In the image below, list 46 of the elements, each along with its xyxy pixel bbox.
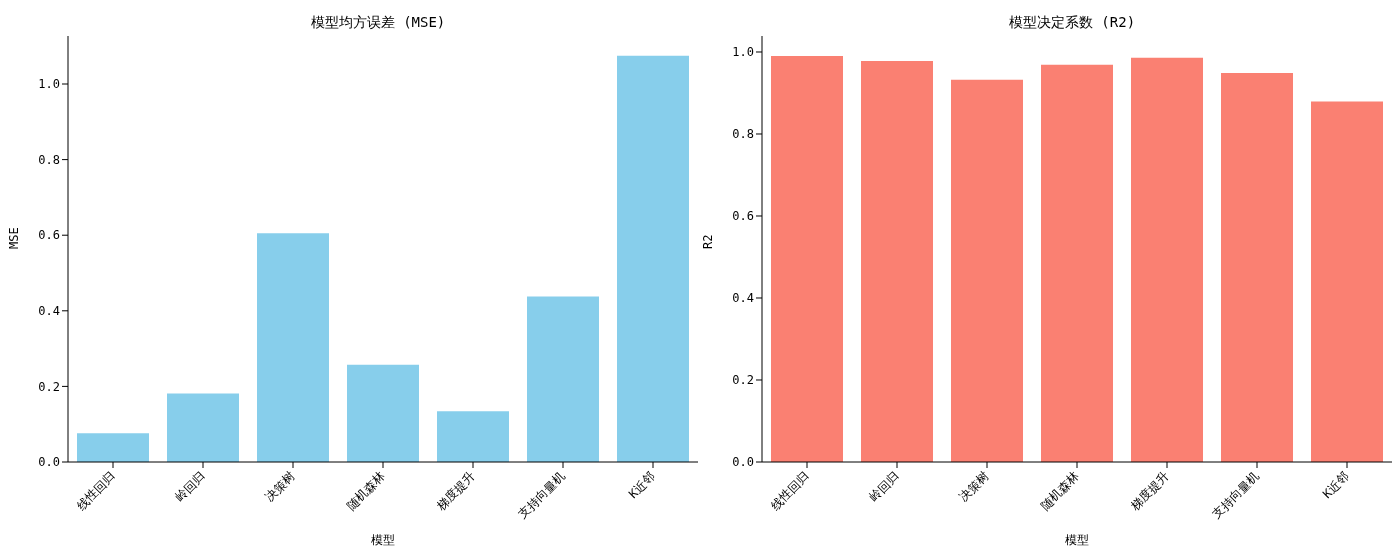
- x-tick-label: 岭回归: [172, 469, 208, 505]
- y-tick-label: 0.4: [732, 291, 754, 306]
- x-tick-label: 线性回归: [768, 469, 812, 513]
- bar: [771, 56, 843, 462]
- y-tick-label: 0.6: [732, 209, 754, 224]
- y-axis-title: MSE: [7, 227, 22, 249]
- bar: [1041, 64, 1113, 462]
- x-tick-label: 支持向量机: [515, 469, 568, 522]
- y-tick-label: 0.4: [38, 304, 60, 319]
- chart-title: 模型决定系数 (R2): [1007, 14, 1137, 32]
- y-tick-label: 0.6: [38, 228, 60, 243]
- bar: [527, 296, 599, 462]
- x-tick-label: K近邻: [1319, 469, 1352, 502]
- y-tick-label: 1.0: [732, 45, 754, 60]
- y-tick-label: 0.8: [38, 152, 60, 167]
- x-tick-label: 岭回归: [866, 469, 902, 505]
- bar: [861, 61, 933, 462]
- bar: [1311, 101, 1383, 462]
- bar: [1221, 72, 1293, 462]
- bar: [437, 411, 509, 462]
- bar: [617, 55, 689, 462]
- bar: [951, 79, 1023, 462]
- y-tick-label: 0.2: [38, 379, 60, 394]
- y-tick-label: 0.0: [38, 455, 60, 470]
- x-tick-label: 线性回归: [74, 469, 118, 513]
- y-axis-title: R2: [701, 234, 716, 249]
- x-tick-label: 决策树: [956, 469, 992, 505]
- x-tick-label: 梯度提升: [433, 469, 478, 514]
- x-tick-label: K近邻: [625, 469, 658, 502]
- bar: [167, 393, 239, 462]
- y-tick-label: 1.0: [38, 77, 60, 92]
- y-tick-label: 0.0: [732, 455, 754, 470]
- x-tick-label: 随机森林: [1038, 469, 1082, 513]
- bar: [77, 433, 149, 462]
- y-tick-label: 0.2: [732, 373, 754, 388]
- x-tick-label: 支持向量机: [1209, 469, 1262, 522]
- bar: [1131, 57, 1203, 462]
- x-axis-title: 模型: [1065, 533, 1089, 547]
- x-tick-label: 决策树: [262, 469, 298, 505]
- y-tick-label: 0.8: [732, 127, 754, 142]
- x-tick-label: 梯度提升: [1127, 469, 1172, 514]
- bar: [257, 233, 329, 462]
- x-tick-label: 随机森林: [344, 469, 388, 513]
- chart-title: 模型均方误差 (MSE): [309, 14, 447, 32]
- x-axis-title: 模型: [371, 533, 395, 547]
- bar: [347, 364, 419, 462]
